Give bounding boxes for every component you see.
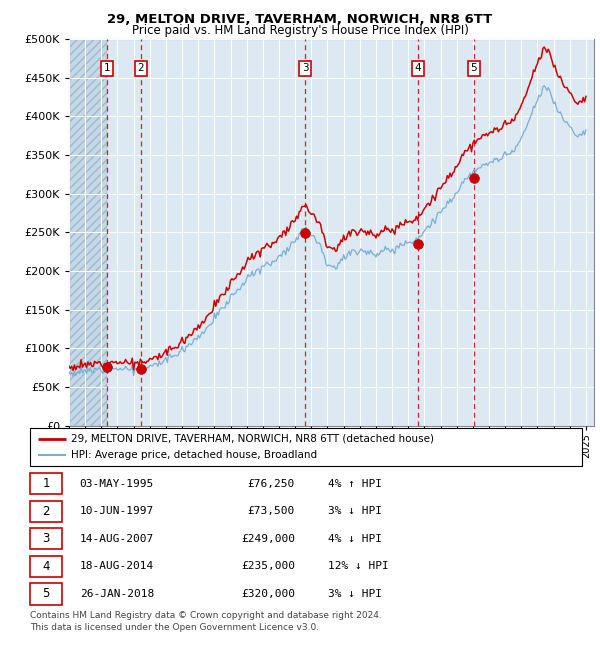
Text: 3% ↓ HPI: 3% ↓ HPI <box>328 589 382 599</box>
Text: £320,000: £320,000 <box>241 589 295 599</box>
Text: 2: 2 <box>137 64 144 73</box>
Text: 03-MAY-1995: 03-MAY-1995 <box>80 479 154 489</box>
Text: £249,000: £249,000 <box>241 534 295 544</box>
Text: 5: 5 <box>470 64 477 73</box>
Text: HPI: Average price, detached house, Broadland: HPI: Average price, detached house, Broa… <box>71 450 317 460</box>
Text: 12% ↓ HPI: 12% ↓ HPI <box>328 562 389 571</box>
Text: 2: 2 <box>42 505 50 518</box>
Text: 14-AUG-2007: 14-AUG-2007 <box>80 534 154 544</box>
Text: Contains HM Land Registry data © Crown copyright and database right 2024.
This d: Contains HM Land Registry data © Crown c… <box>30 611 382 632</box>
Text: 18-AUG-2014: 18-AUG-2014 <box>80 562 154 571</box>
Text: 3: 3 <box>43 532 50 545</box>
Text: 29, MELTON DRIVE, TAVERHAM, NORWICH, NR8 6TT (detached house): 29, MELTON DRIVE, TAVERHAM, NORWICH, NR8… <box>71 434 434 444</box>
Text: 26-JAN-2018: 26-JAN-2018 <box>80 589 154 599</box>
Text: 5: 5 <box>43 588 50 601</box>
Text: 4: 4 <box>415 64 422 73</box>
FancyBboxPatch shape <box>30 556 62 577</box>
Text: 4: 4 <box>42 560 50 573</box>
FancyBboxPatch shape <box>30 500 62 522</box>
Text: 3: 3 <box>302 64 308 73</box>
Text: £76,250: £76,250 <box>248 479 295 489</box>
FancyBboxPatch shape <box>30 528 62 549</box>
FancyBboxPatch shape <box>30 473 62 495</box>
FancyBboxPatch shape <box>30 583 62 605</box>
Text: 3% ↓ HPI: 3% ↓ HPI <box>328 506 382 516</box>
Text: £73,500: £73,500 <box>248 506 295 516</box>
Text: 29, MELTON DRIVE, TAVERHAM, NORWICH, NR8 6TT: 29, MELTON DRIVE, TAVERHAM, NORWICH, NR8… <box>107 13 493 26</box>
Text: 10-JUN-1997: 10-JUN-1997 <box>80 506 154 516</box>
Text: Price paid vs. HM Land Registry's House Price Index (HPI): Price paid vs. HM Land Registry's House … <box>131 24 469 37</box>
Text: 4% ↓ HPI: 4% ↓ HPI <box>328 534 382 544</box>
Text: 1: 1 <box>103 64 110 73</box>
Text: 4% ↑ HPI: 4% ↑ HPI <box>328 479 382 489</box>
Text: 1: 1 <box>42 477 50 490</box>
Text: £235,000: £235,000 <box>241 562 295 571</box>
